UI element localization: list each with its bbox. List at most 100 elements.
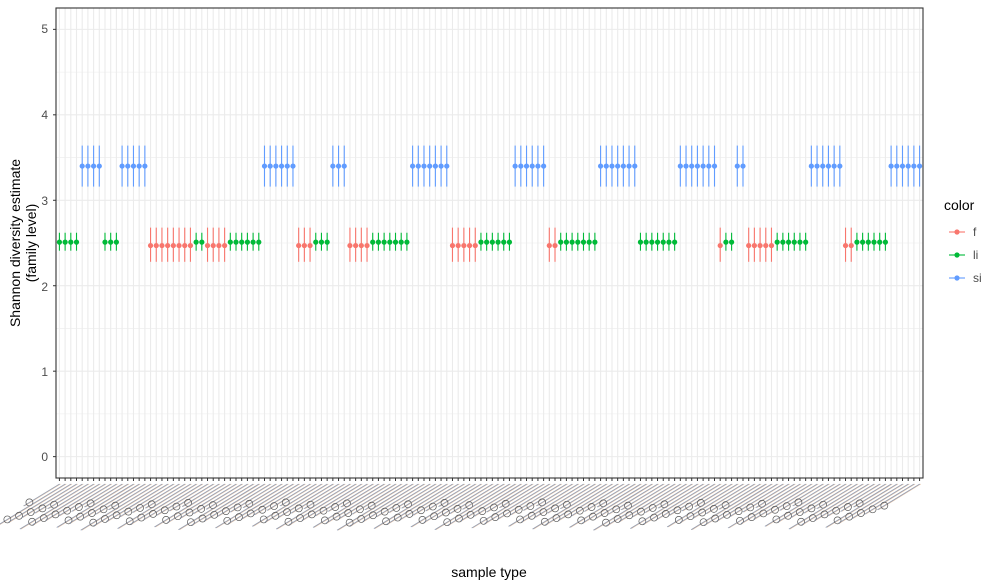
x-tick-label-mark (345, 518, 354, 527)
point-li (392, 239, 399, 245)
x-tick-label-mark (448, 483, 517, 526)
x-tick-label-mark (81, 483, 158, 531)
point-si (615, 163, 621, 169)
x-tick-label-mark (743, 483, 790, 513)
point-li (563, 239, 570, 245)
x-tick-label-mark (172, 502, 181, 511)
point-li (666, 239, 672, 245)
point-li (381, 239, 387, 245)
x-tick-label-mark (356, 505, 364, 514)
x-tick-label-mark (478, 507, 487, 515)
x-tick-label-mark (94, 483, 164, 527)
x-tick-label-mark (535, 483, 591, 518)
point-si (677, 163, 683, 169)
x-tick-label-mark (75, 503, 83, 511)
x-tick-label-mark (561, 483, 602, 510)
x-tick-label-mark (784, 511, 792, 520)
point-f (751, 242, 757, 249)
x-tick-label-mark (294, 504, 303, 513)
point-li (592, 239, 598, 245)
panel-border (55, 7, 924, 479)
x-tick-label-mark (719, 483, 762, 510)
point-li (398, 239, 404, 245)
point-f (449, 242, 456, 249)
point-li (489, 239, 495, 245)
point-si (597, 163, 604, 169)
x-tick-label-mark (218, 483, 272, 517)
x-tick-label-mark (46, 483, 107, 521)
x-tick-label-mark (509, 483, 580, 527)
point-li (672, 239, 678, 245)
point-li (643, 239, 649, 245)
x-tick-label-mark (772, 515, 781, 524)
x-tick-label-mark (96, 483, 147, 515)
point-li (860, 239, 866, 245)
x-tick-label-mark (254, 483, 306, 516)
x-tick-label-mark (648, 504, 657, 512)
x-tick-label-mark (207, 483, 249, 510)
point-si (90, 163, 97, 169)
x-tick-label-mark (89, 518, 98, 527)
x-tick-label-mark (450, 483, 500, 514)
x-tick-label-mark (841, 483, 887, 512)
x-tick-label-mark (747, 513, 756, 521)
point-f (757, 242, 763, 249)
x-tick-label-mark (673, 506, 682, 515)
x-tick-label-mark (259, 515, 268, 524)
x-tick-label-mark (99, 505, 108, 514)
point-li (375, 239, 382, 245)
point-li (233, 239, 239, 245)
x-tick-label-mark (26, 508, 35, 516)
point-li (723, 239, 729, 245)
x-tick-label-mark (706, 483, 756, 514)
x-tick-label-mark (564, 510, 573, 519)
x-tick-label-mark (389, 483, 437, 513)
x-tick-label-mark (304, 483, 346, 510)
x-tick-label-mark (194, 483, 244, 514)
point-si (518, 163, 524, 169)
x-tick-label-mark (417, 506, 425, 515)
x-tick-label-mark (48, 483, 90, 510)
point-li (495, 239, 501, 245)
point-li (637, 239, 644, 245)
point-f (364, 242, 370, 249)
point-f (210, 242, 216, 249)
x-tick-label-mark (229, 483, 295, 524)
x-tick-label-mark (759, 509, 768, 518)
x-tick-label-mark (57, 483, 130, 528)
point-f (768, 242, 775, 249)
x-tick-label-mark (181, 483, 238, 519)
x-tick-label-mark (144, 483, 204, 521)
y-tick-label: 1 (41, 365, 48, 379)
x-tick-label-mark (658, 483, 699, 509)
y-axis-title-line1: Shannon diversity estimate (7, 159, 23, 327)
point-li (865, 239, 871, 245)
x-tick-label-mark (338, 483, 414, 531)
x-tick-label-mark (552, 514, 561, 522)
x-tick-label-mark (699, 518, 708, 527)
point-si (267, 163, 273, 169)
point-li (199, 239, 205, 245)
point-li (803, 239, 809, 245)
x-tick-label-mark (332, 512, 341, 521)
point-li (193, 239, 199, 245)
x-tick-label-mark (463, 483, 506, 510)
x-tick-label-mark (692, 483, 768, 530)
x-tick-label-mark (352, 483, 403, 515)
x-tick-label-mark (149, 510, 157, 518)
x-tick-label-mark (597, 483, 637, 508)
x-tick-label-mark (307, 510, 316, 519)
x-tick-label-mark (828, 483, 882, 517)
point-f (296, 242, 302, 249)
x-tick-label-mark (387, 483, 454, 525)
x-tick-label-mark (290, 483, 358, 525)
x-tick-label-mark (197, 504, 206, 513)
x-tick-label-mark (392, 504, 401, 512)
point-si (125, 163, 131, 169)
x-tick-label-mark (602, 518, 610, 527)
x-tick-label-mark (723, 510, 731, 519)
point-si (290, 163, 296, 169)
x-tick-label-mark (826, 483, 899, 528)
legend-key-point-si (954, 275, 960, 281)
